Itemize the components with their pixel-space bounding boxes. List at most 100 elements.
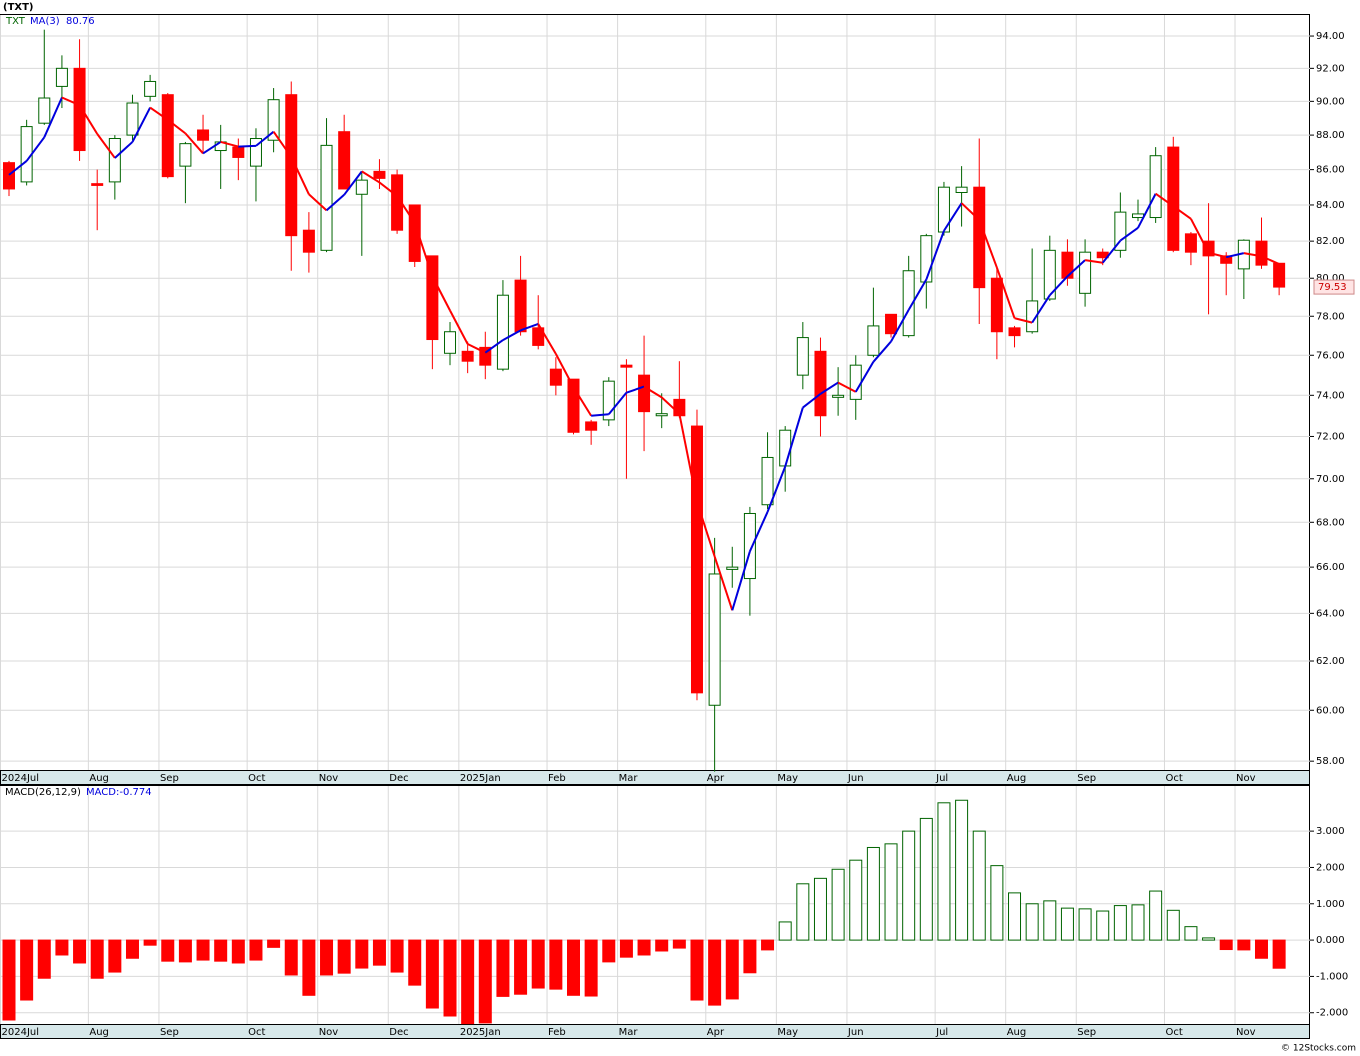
macd-bar [90,939,104,979]
y-tick-label: -2.000 [1316,1008,1348,1019]
candle-body [655,413,668,417]
x-tick-label: Jun [847,1027,864,1038]
macd-bar [55,939,69,956]
macd-bar [284,939,298,976]
ma-segment [1137,193,1157,229]
ma-segment [467,343,486,354]
x-tick-label: May [777,1027,798,1038]
ma-segment [678,413,698,503]
x-tick-label: Aug [89,1027,109,1038]
macd-bar [549,939,563,990]
x-tick-label: 2024Jul [2,1027,40,1038]
macd-bar [990,865,1004,941]
ma-segment [413,222,434,277]
ma-segment [25,136,46,162]
macd-value: MACD:-0.774 [86,787,152,798]
candle-body [796,337,809,376]
x-tick-label: 2024Jul [2,773,40,784]
candle-body [426,255,439,341]
candle-body [179,143,192,167]
macd-bar [390,939,404,973]
chart-title: (TXT) [3,2,34,13]
x-tick-label: Nov [319,1027,339,1038]
price-panel [0,14,1310,785]
ma-segment [1190,218,1210,254]
candle-body [38,97,51,124]
macd-bar [1219,939,1233,951]
ma-segment [872,340,892,363]
y-tick-label: 2.000 [1316,862,1345,873]
x-tick-label: Feb [548,1027,566,1038]
candle-body [1026,300,1039,333]
ma-segment [167,119,187,135]
y-tick-label: 3.000 [1316,826,1345,837]
candle-body [461,350,474,362]
candle-body [1149,155,1162,219]
candle-body [955,186,968,193]
ma-segment [784,407,804,467]
y-tick-label: 0.000 [1316,935,1345,946]
x-tick-label: Dec [389,1027,408,1038]
ma-segment [854,361,875,393]
ma-segment [1014,317,1033,324]
candle-body [2,162,15,190]
macd-bar [708,939,722,1006]
candle-body [1167,146,1180,251]
macd-bar [902,830,916,941]
ma-segment [537,323,557,355]
macd-bar [496,939,510,997]
ma-segment [591,413,609,417]
macd-bar [1008,892,1022,941]
y-tick-label: 72.00 [1316,431,1345,442]
ma-segment [114,141,134,159]
candle-body [743,512,756,580]
candle-body [620,364,633,368]
macd-bar [337,939,351,974]
x-tick-label: Sep [1077,773,1096,784]
macd-bar [443,939,457,1017]
ma-segment [325,194,345,212]
macd-bar [619,939,633,958]
x-tick-label: May [777,773,798,784]
candle-body [761,456,774,506]
x-tick-label: Jul [935,773,948,784]
candle-body [267,99,280,141]
ma-segment [43,97,63,138]
macd-bar [955,799,969,941]
ma-segment [626,385,645,394]
ma-segment [943,202,963,232]
ma-segment [661,396,681,415]
y-tick-label: 86.00 [1316,165,1345,176]
macd-bar [408,939,422,986]
y-tick-label: 66.00 [1316,562,1345,573]
candle-body [1008,327,1021,337]
macd-bar [214,939,228,962]
candle-body [532,327,545,346]
candle-body [867,325,880,356]
x-tick-label: Apr [707,1027,725,1038]
ma-segment [290,156,310,195]
candle-body [444,331,457,354]
ma-segment [502,329,522,341]
macd-bar [1149,890,1163,941]
candle-body [391,174,404,231]
macd-bar [143,939,157,946]
macd-bar [655,939,669,952]
macd-bar [161,939,175,962]
macd-bar [1202,937,1216,941]
x-tick-label: Dec [389,773,408,784]
macd-bar [108,939,122,973]
ma-segment [643,385,663,399]
x-tick-label: Nov [1236,773,1256,784]
y-tick-label: 82.00 [1316,236,1345,247]
ma-segment [554,353,575,388]
ma-segment [255,130,275,147]
macd-bar [672,939,686,949]
ma-segment [907,279,928,311]
macd-bar [1078,908,1092,941]
macd-bar [531,939,545,989]
macd-bar [1272,939,1286,969]
macd-bar [1254,939,1268,959]
copyright: © 12Stocks.com [1281,1044,1356,1054]
candle-body [990,277,1003,333]
